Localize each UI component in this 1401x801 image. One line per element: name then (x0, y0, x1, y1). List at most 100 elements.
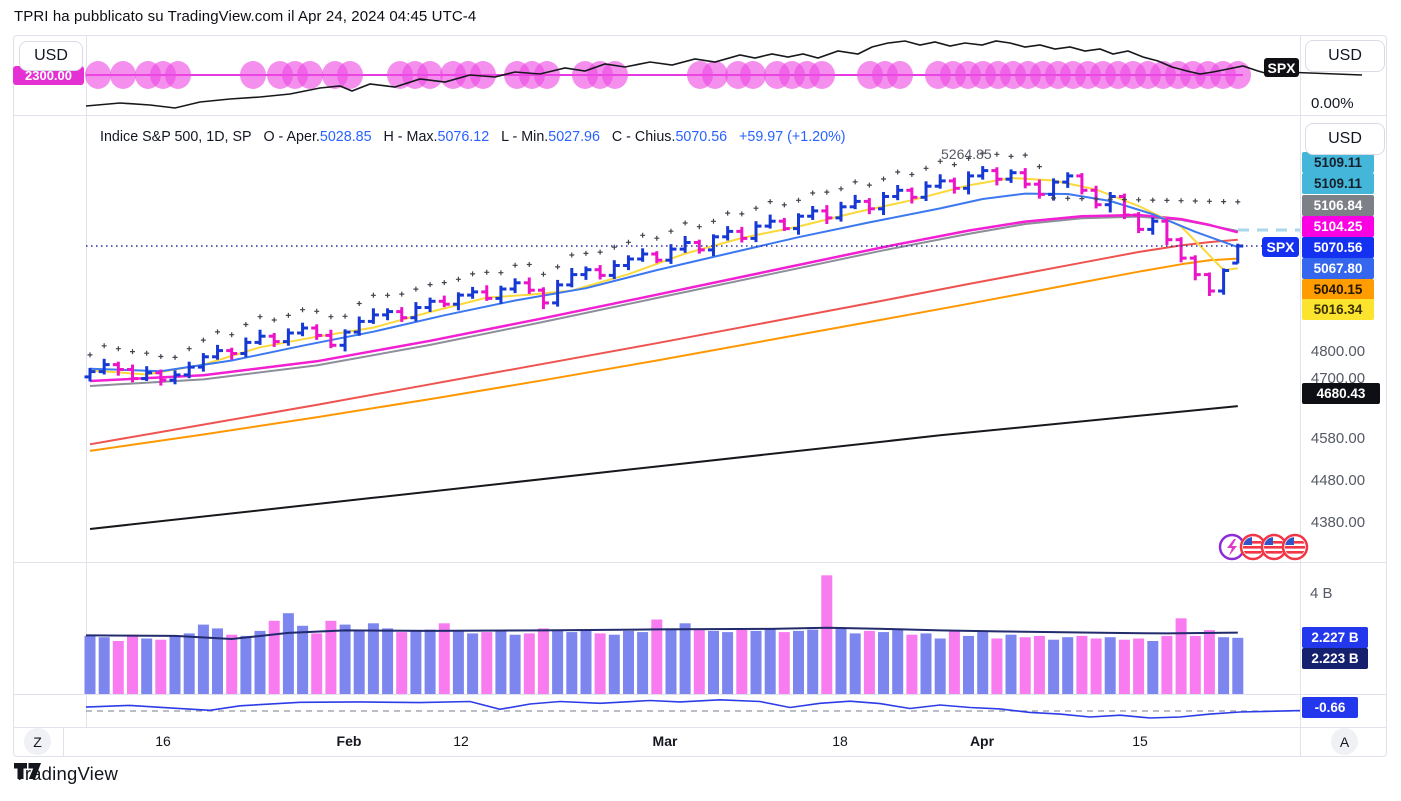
plus-marker (781, 202, 787, 208)
volume-bar (367, 623, 379, 694)
price-axis-label: 5067.80 (1302, 258, 1374, 279)
volume-bar (325, 620, 337, 694)
us-flag-icon (1281, 533, 1309, 561)
price-axis-tick: 4480.00 (1310, 472, 1366, 489)
time-axis-label: Mar (652, 733, 678, 749)
plus-marker (314, 308, 320, 314)
plus-marker (1164, 197, 1170, 203)
ma-gray-line (89, 215, 1238, 387)
indicator-line (85, 698, 1301, 719)
plus-marker (526, 262, 532, 267)
plus-marker (115, 346, 121, 352)
volume-axis-label: 4 B (1310, 585, 1333, 602)
plus-marker (1036, 164, 1042, 170)
change-percent-label: 0.00% (1311, 95, 1354, 112)
volume-bar (84, 635, 96, 694)
indicator-value-label: -0.66 (1302, 697, 1358, 718)
plus-marker (385, 292, 391, 298)
volume-bar (452, 630, 464, 694)
plus-marker (1178, 198, 1184, 204)
plus-marker (909, 172, 915, 177)
volume-bar (212, 628, 223, 695)
currency-button-top-right[interactable]: USD (1305, 40, 1385, 72)
event-markers[interactable] (1218, 529, 1314, 565)
plus-marker (399, 291, 405, 297)
plus-marker (810, 190, 816, 196)
plus-marker (1065, 195, 1071, 201)
volume-bar (948, 630, 960, 694)
volume-bar (651, 619, 663, 694)
volume-bar (1062, 637, 1074, 694)
price-axis-tick: 4580.00 (1310, 430, 1366, 447)
volume-bar (1019, 637, 1031, 694)
legend-change: +59.97 (+1.20%) (739, 129, 846, 145)
time-axis-label: Apr (969, 733, 995, 749)
volume-bar (963, 635, 974, 694)
volume-bar (1161, 635, 1173, 694)
price-axis-label: 5109.11 (1302, 152, 1374, 173)
volume-bar (197, 624, 209, 694)
volume-bar (438, 623, 450, 694)
timezone-button[interactable]: Z (24, 728, 51, 755)
volume-bar (1076, 635, 1088, 694)
volume-bar (1232, 637, 1244, 694)
volume-bar (1203, 630, 1215, 694)
signal-circle (337, 61, 363, 89)
volume-bar (623, 630, 634, 694)
volume-bar (127, 634, 138, 694)
volume-bar (268, 620, 280, 694)
left-axis-divider (86, 35, 87, 727)
plus-marker (668, 228, 674, 234)
plus-marker (215, 329, 221, 335)
chart-legend: Indice S&P 500, 1D, SP O - Aper.5028.85 … (100, 129, 846, 145)
volume-bar (1189, 635, 1201, 694)
volume-bar (708, 630, 719, 694)
currency-button-main[interactable]: USD (1305, 123, 1385, 155)
volume-bar (98, 637, 110, 694)
volume-bar (552, 630, 564, 694)
plus-marker (1221, 199, 1227, 205)
plus-marker (725, 210, 731, 216)
volume-bar (297, 625, 309, 694)
tradingview-footer-link[interactable]: TradingView (14, 763, 118, 785)
plus-marker (200, 337, 206, 343)
plus-marker (852, 179, 858, 185)
signal-circle (110, 61, 136, 89)
time-axis-divider (13, 727, 1387, 728)
volume-bar (1104, 637, 1116, 694)
signal-circle (240, 61, 266, 89)
volume-bar (112, 641, 124, 694)
volume-bar (764, 628, 776, 695)
plus-marker (838, 186, 844, 192)
signal-circle (1225, 61, 1251, 89)
volume-bar (339, 624, 351, 694)
volume-bar (467, 633, 479, 694)
plus-marker (1206, 198, 1212, 204)
signal-circle (809, 61, 835, 89)
auto-scale-button[interactable]: A (1331, 728, 1358, 755)
spx-price-line-badge: SPX (1262, 237, 1299, 257)
plus-marker (1107, 196, 1113, 202)
time-axis-label: 12 (453, 733, 469, 749)
volume-bar (608, 634, 620, 694)
plus-marker (512, 262, 518, 268)
time-axis-label: Feb (336, 733, 362, 749)
plus-marker (427, 282, 433, 288)
volume-bar (679, 623, 691, 694)
plus-marker (597, 249, 603, 255)
volume-bar (977, 632, 989, 694)
currency-button-left[interactable]: USD (19, 41, 83, 71)
price-axis-label: 5040.15 (1302, 279, 1374, 300)
plus-marker (895, 169, 901, 175)
volume-bar (991, 638, 1003, 695)
pane-divider-1 (13, 115, 1387, 116)
plus-marker (611, 244, 617, 250)
volume-bar (481, 632, 493, 694)
volume-bar (382, 628, 394, 695)
volume-bar (906, 634, 918, 694)
plus-marker (696, 224, 702, 230)
plus-marker (1150, 197, 1156, 203)
tradingview-brand: TradingView (14, 763, 119, 784)
volume-bar (878, 632, 889, 694)
